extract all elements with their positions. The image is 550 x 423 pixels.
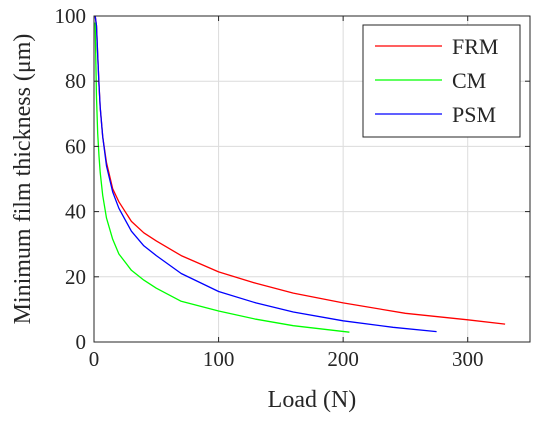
series-line-psm: [94, 15, 437, 333]
y-tick-label-0: 0: [76, 330, 87, 354]
x-tick-label-1: 100: [203, 347, 235, 371]
legend-box: [362, 24, 521, 138]
legend-label-frm: FRM: [452, 34, 498, 59]
y-tick-label-3: 60: [65, 134, 86, 158]
y-tick-label-4: 80: [65, 69, 86, 93]
y-axis-label: Minimum film thickness (μm): [10, 34, 36, 325]
series-line-cm: [94, 22, 350, 333]
plot-frame: [93, 15, 531, 343]
legend-label-cm: CM: [452, 68, 486, 93]
legend: FRM CM PSM: [362, 24, 521, 138]
y-tick-label-5: 100: [55, 4, 87, 28]
legend-label-psm: PSM: [452, 102, 496, 127]
x-tick-label-3: 300: [452, 347, 484, 371]
x-axis-label: Load (N): [268, 387, 357, 413]
y-tick-label-2: 40: [65, 200, 86, 224]
x-tick-label-0: 0: [89, 347, 100, 371]
ticks: 0 100 200 300 0 20 40 60 80 100: [55, 4, 530, 371]
x-tick-label-2: 200: [327, 347, 359, 371]
series-group: [94, 15, 506, 333]
y-tick-label-1: 20: [65, 265, 86, 289]
